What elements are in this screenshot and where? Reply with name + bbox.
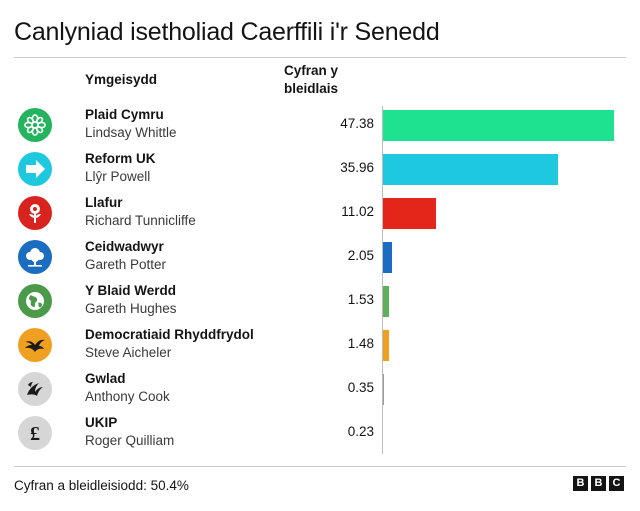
bbc-logo-letter: B <box>573 476 588 491</box>
party-name: Ceidwadwyr <box>85 239 164 254</box>
vote-share-label: 35.96 <box>340 160 374 175</box>
candidate-name: Gareth Potter <box>85 257 167 272</box>
labour-rose-icon <box>18 196 52 230</box>
libdem-bird-icon <box>18 328 52 362</box>
candidate-name: Roger Quilliam <box>85 433 175 448</box>
bbc-logo-letter: C <box>609 476 624 491</box>
vote-share-bar <box>382 154 558 185</box>
candidate-name: Lindsay Whittle <box>85 125 177 140</box>
green-globe-icon <box>18 284 52 318</box>
chart-title: Canlyniad isetholiad Caerffili i'r Sened… <box>14 18 440 46</box>
party-name: Democratiaid Rhyddfrydol <box>85 327 254 342</box>
vote-share-label: 0.23 <box>347 424 374 439</box>
result-row: Plaid Cymru Lindsay Whittle 47.38 <box>0 104 640 148</box>
vote-share-label: 47.38 <box>340 116 374 131</box>
result-row: Democratiaid Rhyddfrydol Steve Aicheler 1.… <box>0 324 640 368</box>
vote-share-bar <box>382 374 384 405</box>
turnout-note: Cyfran a bleidleisiodd: 50.4% <box>14 478 189 493</box>
result-row: Reform UK Llŷr Powell 35.96 <box>0 148 640 192</box>
gwlad-dragon-icon <box>18 372 52 406</box>
bbc-logo: B B C <box>573 476 624 491</box>
reform-arrow-icon <box>18 152 52 186</box>
candidate-name: Richard Tunnicliffe <box>85 213 196 228</box>
vote-share-bar <box>382 286 389 317</box>
vote-share-label: 1.53 <box>347 292 374 307</box>
conservative-tree-icon <box>18 240 52 274</box>
vote-share-bar <box>382 330 389 361</box>
result-row: £ UKIP Roger Quilliam 0.23 <box>0 412 640 456</box>
share-column-header: Cyfran y bleidlais <box>284 63 339 96</box>
candidate-name: Steve Aicheler <box>85 345 172 360</box>
plaid-flower-icon <box>18 108 52 142</box>
candidate-column-header: Ymgeisydd <box>85 72 158 87</box>
vote-share-bar <box>382 198 436 229</box>
party-name: Llafur <box>85 195 123 210</box>
result-row: Y Blaid Werdd Gareth Hughes 1.53 <box>0 280 640 324</box>
bar-baseline <box>382 106 383 454</box>
vote-share-bar <box>382 242 392 273</box>
result-row: Llafur Richard Tunnicliffe 11.02 <box>0 192 640 236</box>
bottom-divider <box>14 466 626 467</box>
result-row: Ceidwadwyr Gareth Potter 2.05 <box>0 236 640 280</box>
svg-text:£: £ <box>30 423 40 445</box>
vote-share-label: 1.48 <box>347 336 374 351</box>
vote-share-label: 11.02 <box>341 204 374 219</box>
party-name: Reform UK <box>85 151 156 166</box>
party-name: Gwlad <box>85 371 126 386</box>
candidate-name: Llŷr Powell <box>85 169 151 184</box>
vote-share-bar <box>382 110 614 141</box>
bbc-logo-letter: B <box>591 476 606 491</box>
top-divider <box>14 57 626 58</box>
result-row: Gwlad Anthony Cook 0.35 <box>0 368 640 412</box>
candidate-name: Gareth Hughes <box>85 301 177 316</box>
party-name: Y Blaid Werdd <box>85 283 177 298</box>
vote-share-label: 2.05 <box>347 248 374 263</box>
party-name: Plaid Cymru <box>85 107 164 122</box>
ukip-pound-icon: £ <box>18 416 52 450</box>
party-name: UKIP <box>85 415 118 430</box>
vote-share-label: 0.35 <box>347 380 374 395</box>
candidate-name: Anthony Cook <box>85 389 170 404</box>
